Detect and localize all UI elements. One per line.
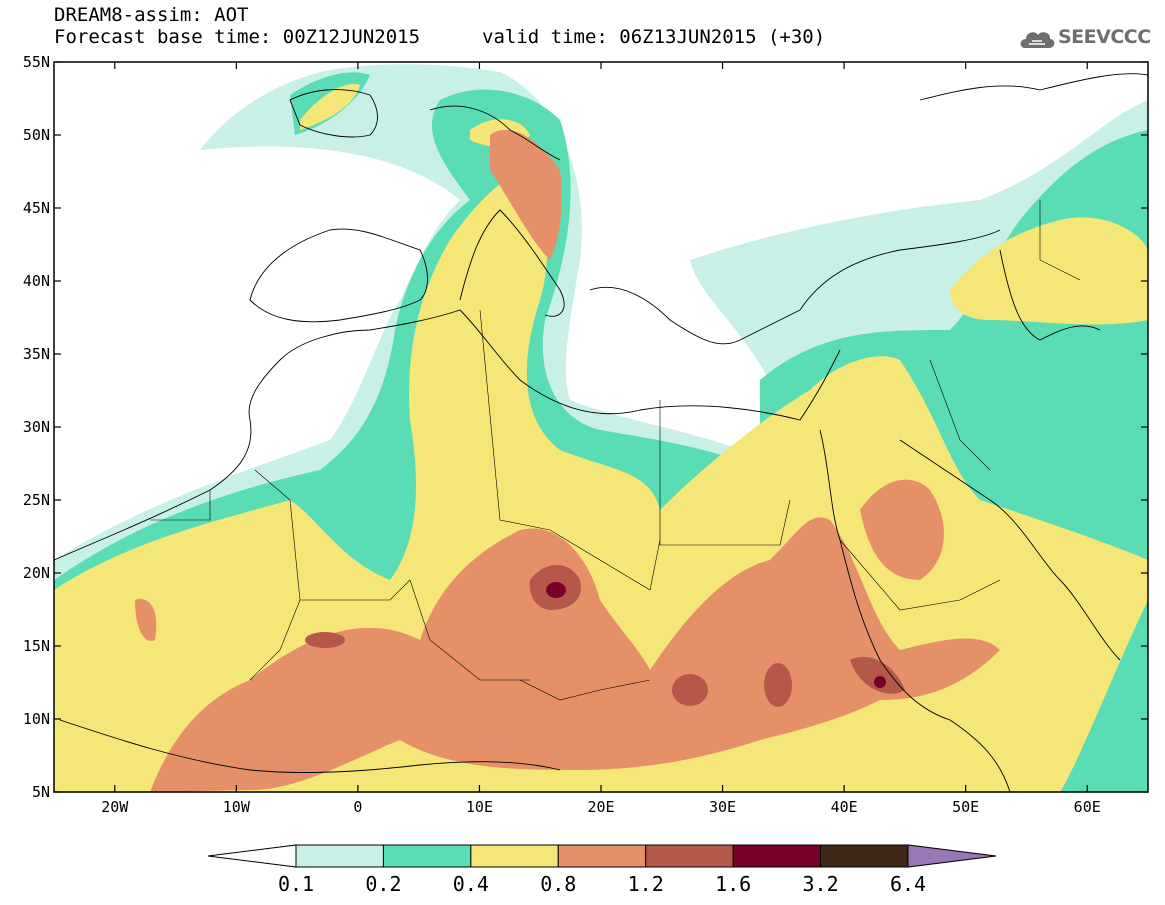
- lat-label: 50N: [23, 126, 50, 144]
- lat-label: 55N: [23, 53, 50, 71]
- lat-label: 45N: [23, 199, 50, 217]
- lat-label: 10N: [23, 710, 50, 728]
- lat-label: 30N: [23, 418, 50, 436]
- lon-label: 0: [353, 798, 362, 816]
- colorbar-low-arrow: [207, 844, 297, 868]
- colorbar-high-arrow: [907, 844, 997, 868]
- map-title: DREAM8-assim: AOT: [54, 4, 249, 26]
- lon-label: 60E: [1074, 798, 1101, 816]
- aot-contour-layer: [54, 64, 1148, 792]
- colorbar-label: 6.4: [890, 872, 926, 896]
- valid-time: valid time: 06Z13JUN2015 (+30): [482, 26, 826, 48]
- colorbar-box: [295, 844, 384, 868]
- lon-label: 20E: [587, 798, 614, 816]
- aot-band-0-8: [135, 129, 1000, 792]
- cloud-icon: [1020, 32, 1055, 48]
- lat-label: 15N: [23, 637, 50, 655]
- seevccc-logo: SEEVCCC: [1018, 24, 1156, 54]
- colorbar-label: 0.4: [453, 872, 489, 896]
- colorbar-box: [645, 844, 734, 868]
- lat-label: 35N: [23, 345, 50, 363]
- coastlines: [54, 73, 1148, 792]
- latitude-axis: 55N 50N 45N 40N 35N 30N 25N 20N 15N 10N 5N: [23, 53, 1148, 801]
- aot-colorbar: 0.1 0.2 0.4 0.8 1.2 1.6 3.2 6.4: [207, 844, 997, 896]
- colorbar-label: 0.2: [365, 872, 401, 896]
- colorbar-box: [732, 844, 822, 868]
- lat-label: 25N: [23, 491, 50, 509]
- aot-band-1-6: [546, 582, 886, 688]
- colorbar-label: 1.2: [628, 872, 664, 896]
- lat-label: 40N: [23, 272, 50, 290]
- lon-label: 10W: [223, 798, 251, 816]
- lon-label: 30E: [709, 798, 736, 816]
- colorbar-box: [470, 844, 559, 868]
- country-borders: [150, 200, 1081, 701]
- lat-label: 5N: [32, 783, 50, 801]
- logo-text: SEEVCCC: [1058, 26, 1151, 48]
- colorbar-label: 3.2: [803, 872, 839, 896]
- colorbar-box: [820, 844, 909, 868]
- longitude-axis: 20W 10W 0 10E 20E 30E 40E 50E 60E: [101, 62, 1101, 816]
- colorbar-label: 1.6: [715, 872, 751, 896]
- colorbar-box: [382, 844, 472, 868]
- colorbar-label: 0.1: [278, 872, 314, 896]
- lon-label: 50E: [952, 798, 979, 816]
- forecast-base-time: Forecast base time: 00Z12JUN2015: [54, 26, 421, 48]
- lon-label: 10E: [466, 798, 493, 816]
- lat-label: 20N: [23, 564, 50, 582]
- colorbar-label: 0.8: [540, 872, 576, 896]
- lon-label: 40E: [831, 798, 858, 816]
- colorbar-box: [557, 844, 647, 868]
- lon-label: 20W: [101, 798, 129, 816]
